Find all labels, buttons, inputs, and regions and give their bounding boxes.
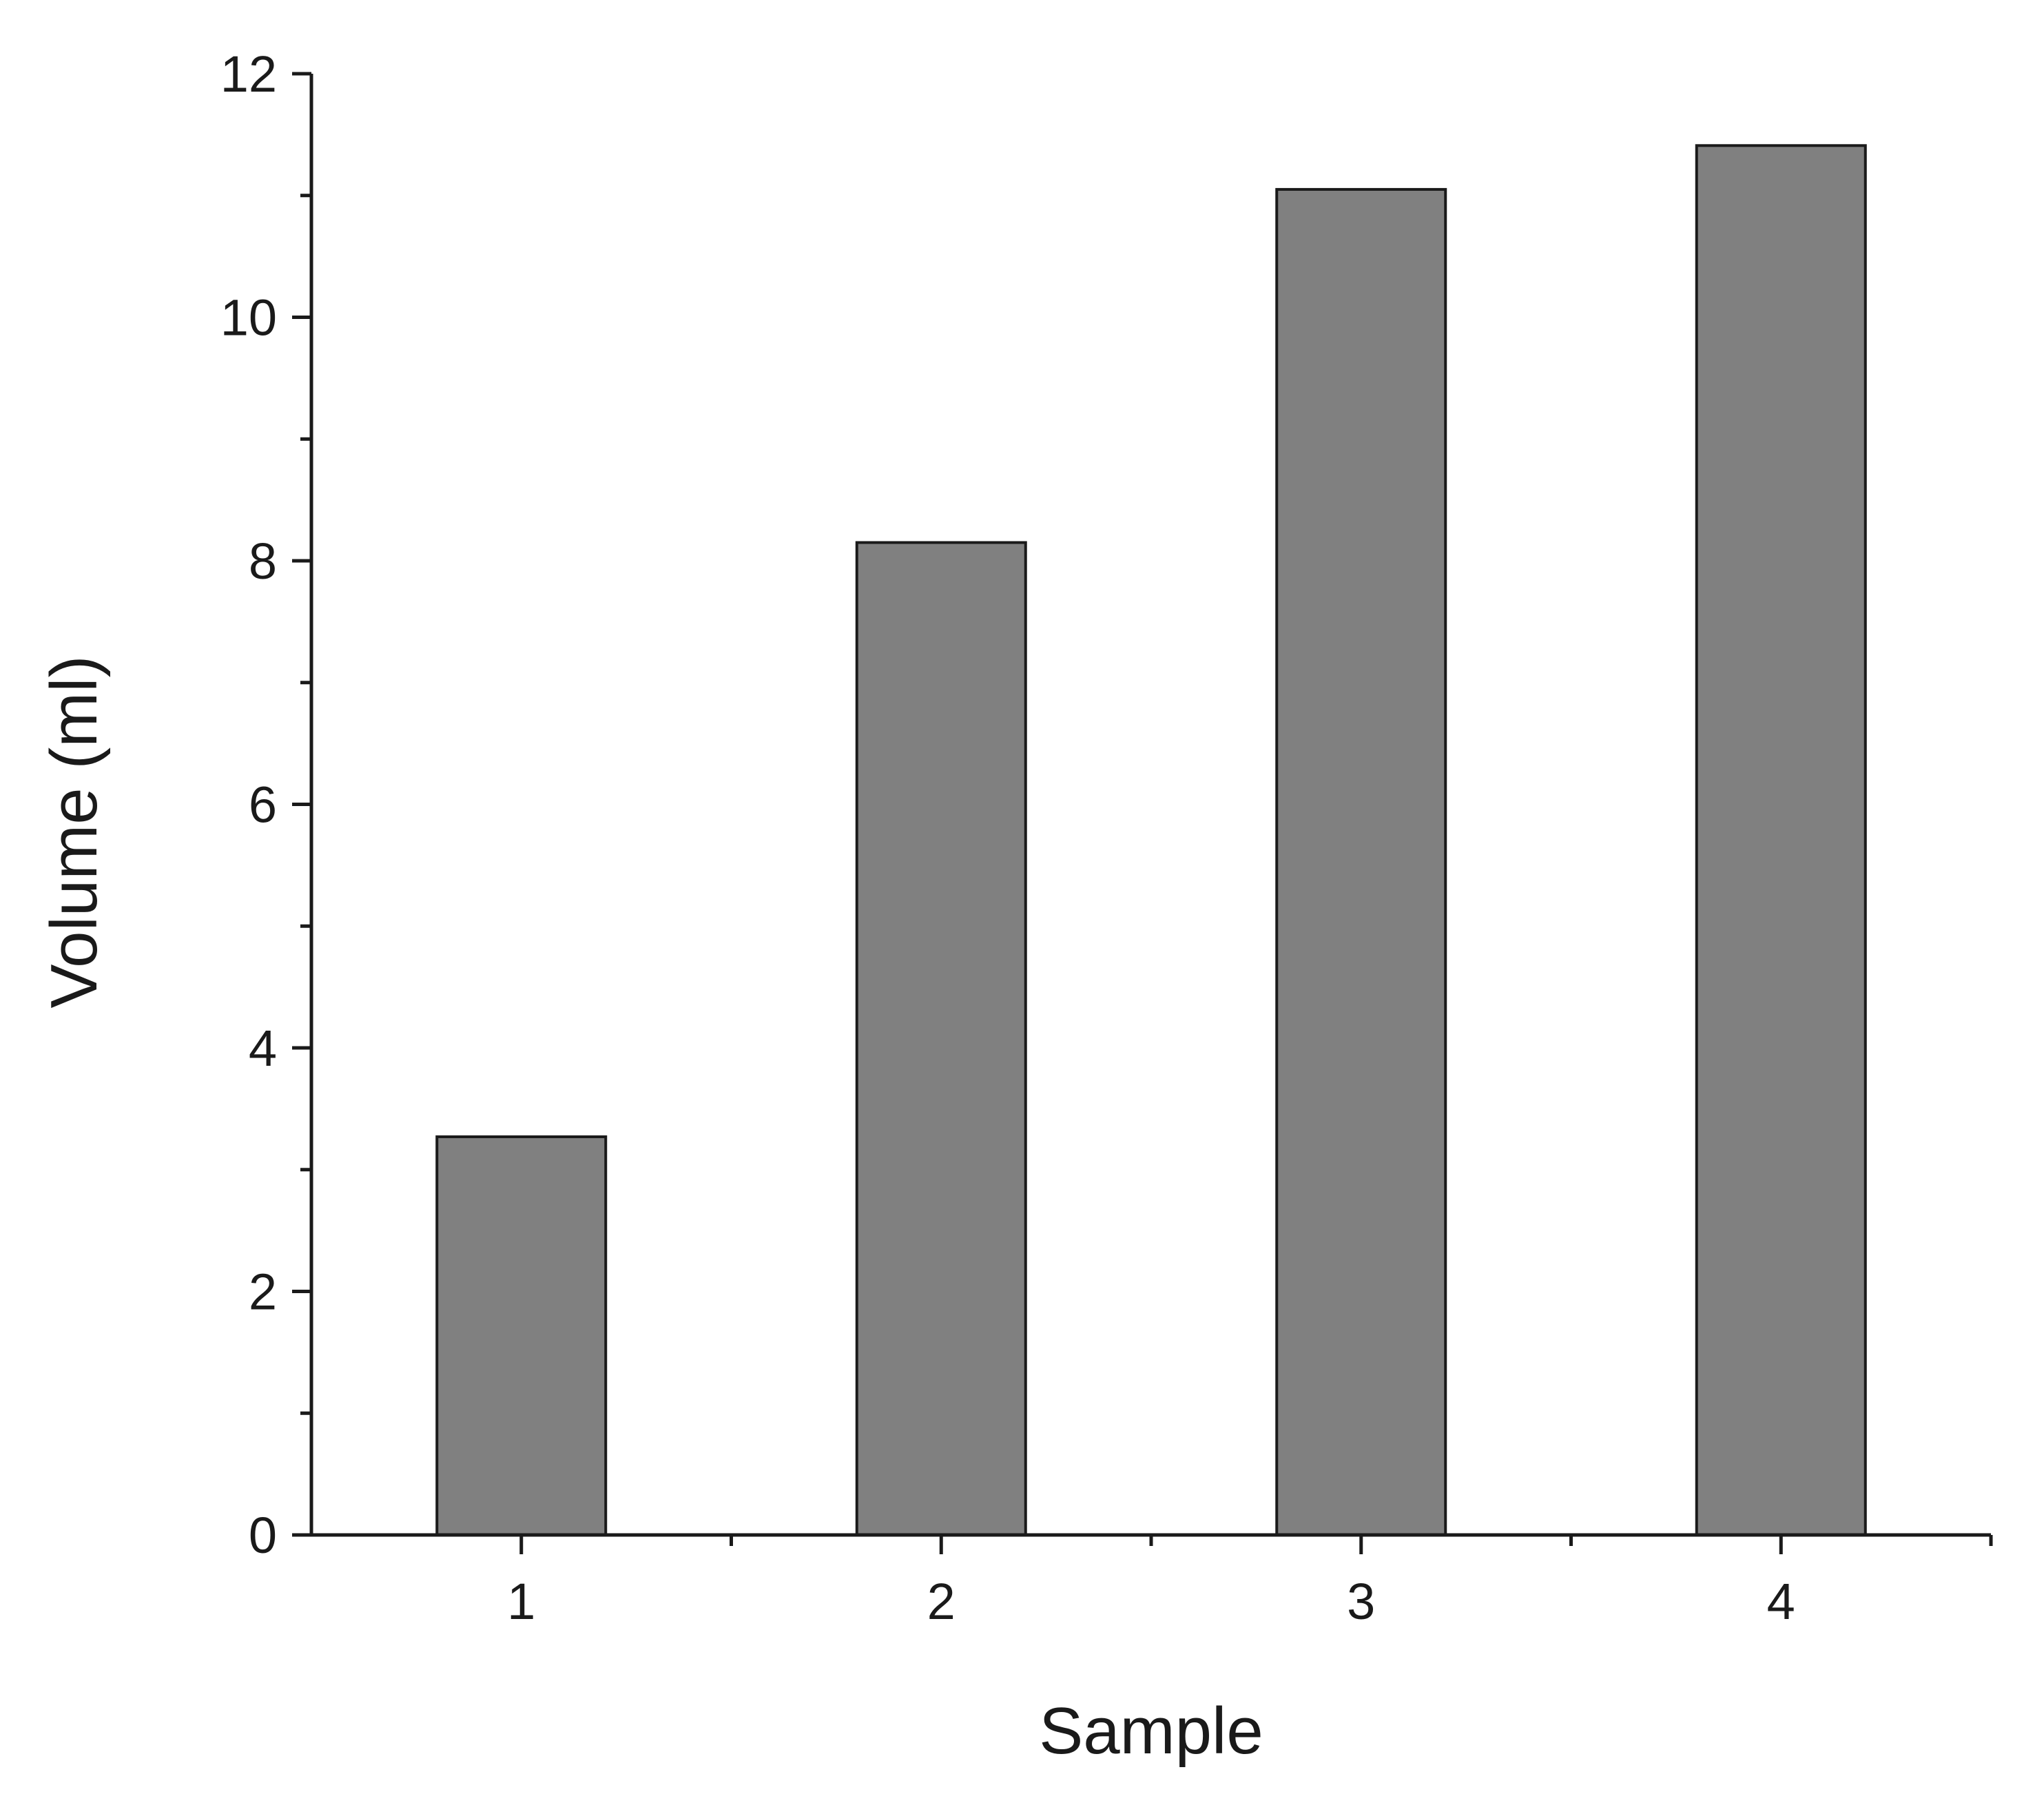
y-tick-label: 2	[249, 1264, 277, 1321]
y-tick-label: 12	[220, 45, 277, 103]
bar-sample-2	[855, 541, 1027, 1536]
x-tick-label: 3	[1347, 1573, 1375, 1630]
y-tick-label: 8	[249, 533, 277, 590]
bars-group	[435, 144, 1867, 1537]
y-axis-label: Volume (ml)	[37, 655, 111, 1008]
x-tick-label: 4	[1767, 1573, 1795, 1630]
x-ticks-group: 1 2 3 4	[507, 1535, 1993, 1630]
x-axis-label: Sample	[1039, 1694, 1263, 1768]
y-tick-label: 6	[249, 776, 277, 834]
x-tick-label: 2	[927, 1573, 956, 1630]
bar-sample-3	[1275, 187, 1447, 1537]
y-tick-label: 4	[249, 1020, 277, 1077]
bar-sample-1	[435, 1135, 608, 1536]
y-ticks-group: 0 2 4 6 8 10 12	[220, 45, 311, 1564]
y-tick-label: 0	[249, 1507, 277, 1564]
bar-sample-4	[1695, 144, 1867, 1537]
y-tick-label: 10	[220, 289, 277, 347]
x-tick-label: 1	[507, 1573, 535, 1630]
